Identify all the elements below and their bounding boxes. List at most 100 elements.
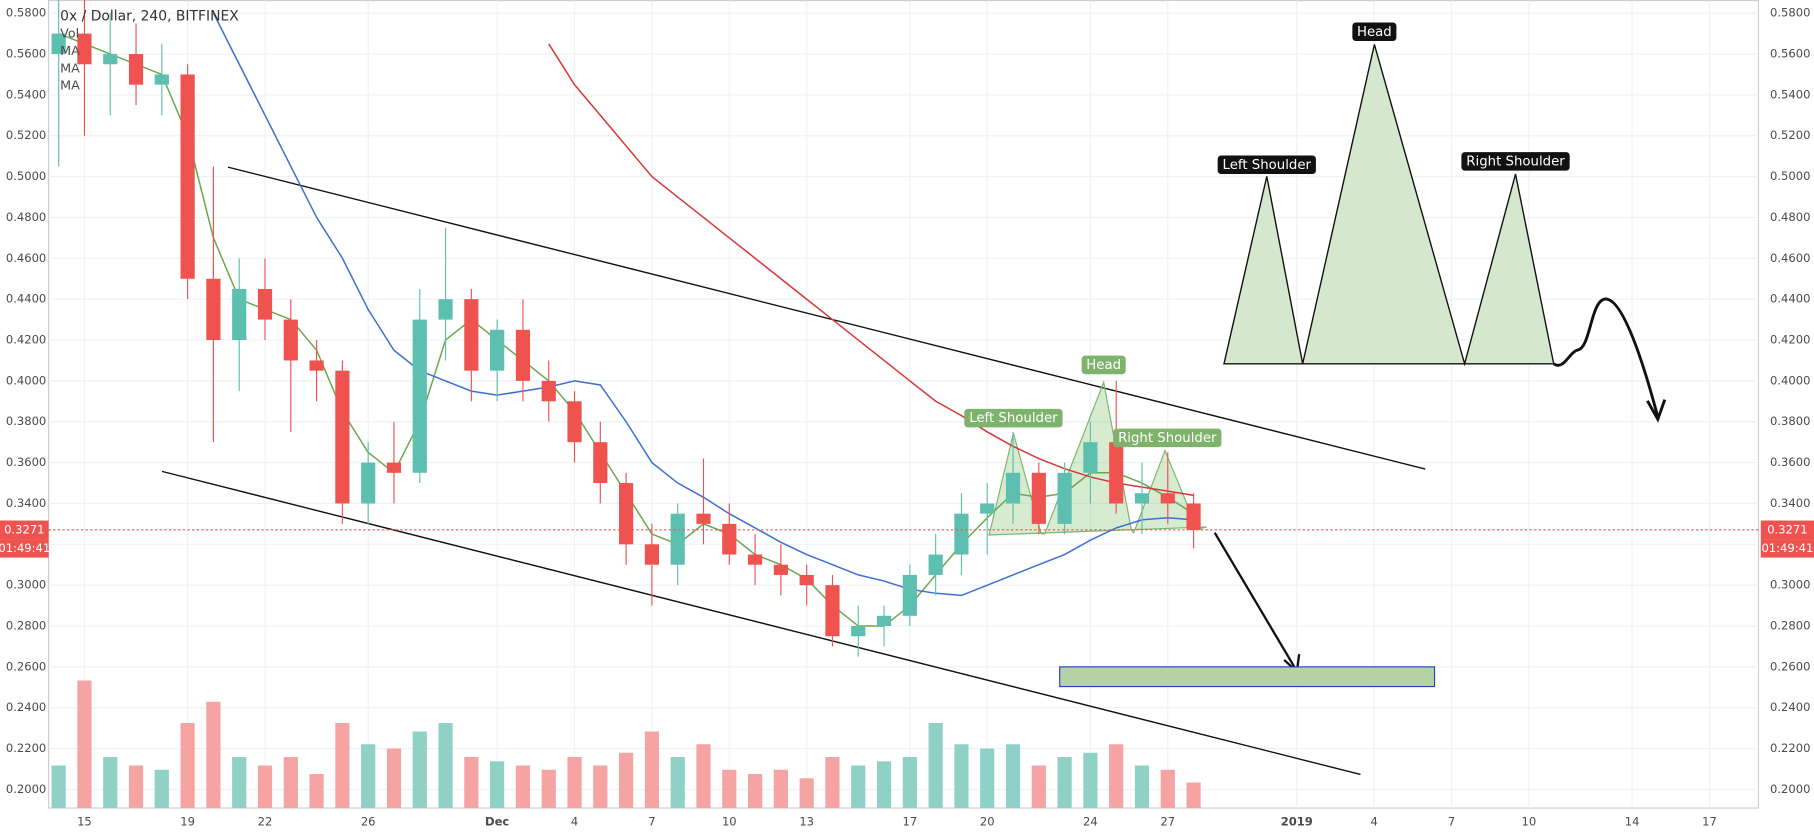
plot-border bbox=[48, 0, 1760, 809]
x-tick-label: 4 bbox=[571, 814, 578, 828]
candle-body bbox=[541, 380, 556, 402]
y-tick-label: 0.5600 bbox=[6, 47, 46, 61]
y-tick-label: 0.2200 bbox=[1770, 741, 1810, 755]
volume-bar bbox=[386, 748, 402, 809]
x-tick-label: 10 bbox=[1522, 814, 1537, 828]
volume-bar bbox=[619, 752, 634, 809]
candle-body bbox=[335, 370, 350, 504]
candle-body bbox=[1057, 472, 1072, 524]
annotation: Right Shoulder bbox=[1118, 431, 1217, 446]
y-tick-label: 0.3800 bbox=[6, 414, 46, 428]
volume-bar bbox=[438, 723, 453, 809]
volume-bar bbox=[1109, 744, 1124, 809]
volume-bar bbox=[799, 778, 814, 809]
annotation-box bbox=[1352, 22, 1397, 42]
volume-bar bbox=[490, 761, 505, 809]
y-tick-label: 0.2000 bbox=[1770, 782, 1810, 796]
volume-bar bbox=[103, 757, 118, 809]
volume-bar bbox=[670, 757, 685, 809]
volume-bar bbox=[1186, 782, 1201, 809]
y-tick-label: 0.4000 bbox=[6, 373, 46, 387]
volume-bar bbox=[1083, 752, 1098, 809]
y-tick-label: 0.5200 bbox=[1770, 128, 1810, 142]
x-tick-label: 17 bbox=[902, 814, 917, 828]
candle-body bbox=[851, 626, 866, 637]
annotation: Head bbox=[1086, 358, 1121, 373]
candle-body bbox=[670, 513, 685, 565]
candle-body bbox=[1134, 493, 1150, 504]
candle-body bbox=[257, 288, 273, 320]
candle-body bbox=[361, 462, 376, 504]
x-tick-label: 13 bbox=[799, 814, 814, 828]
channel-upper bbox=[227, 166, 1426, 470]
y-tick-label: 0.4400 bbox=[1770, 292, 1810, 306]
candle-body bbox=[154, 74, 169, 85]
y-tick-label: 0.5200 bbox=[6, 128, 46, 142]
candle-body bbox=[490, 329, 505, 371]
y-tick-label: 0.4600 bbox=[6, 251, 46, 265]
annotation: Left Shoulder bbox=[969, 411, 1058, 426]
candle-body bbox=[103, 54, 118, 65]
volume-bar bbox=[1057, 757, 1072, 809]
candle-body bbox=[696, 513, 711, 524]
volume-bar bbox=[876, 761, 892, 809]
candle-body bbox=[1083, 442, 1098, 473]
y-tick-label: 0.3000 bbox=[1770, 578, 1810, 592]
volume-bar bbox=[283, 757, 298, 809]
x-tick-label: 7 bbox=[1448, 814, 1455, 828]
y-tick-label: 0.4200 bbox=[6, 333, 46, 347]
y-tick-label: 0.5000 bbox=[6, 169, 46, 183]
candle-body bbox=[464, 299, 479, 371]
candle-body bbox=[309, 360, 324, 371]
candle-body bbox=[799, 574, 814, 586]
y-tick-label: 0.2000 bbox=[6, 782, 46, 796]
x-tick-label: 14 bbox=[1625, 814, 1640, 828]
candle-body bbox=[206, 278, 221, 341]
arrow-head bbox=[1646, 399, 1667, 423]
volume-bar bbox=[902, 757, 917, 809]
legend-item: MA bbox=[60, 78, 80, 93]
volume-bar bbox=[1005, 744, 1021, 809]
volume-bar bbox=[206, 701, 221, 809]
annotation: Head bbox=[1357, 25, 1392, 40]
countdown-tag bbox=[1760, 539, 1814, 558]
x-tick-label: 27 bbox=[1160, 814, 1175, 828]
candle-body bbox=[515, 329, 531, 381]
y-tick-label: 0.4200 bbox=[1770, 333, 1810, 347]
x-tick-label: 4 bbox=[1370, 814, 1377, 828]
y-tick-label: 0.4400 bbox=[6, 292, 46, 306]
volume-bar bbox=[644, 731, 660, 809]
volume-bar bbox=[335, 723, 350, 809]
y-tick-label: 0.2800 bbox=[1770, 619, 1810, 633]
candle-body bbox=[644, 544, 660, 565]
target-zone bbox=[1059, 666, 1436, 688]
x-tick-label: 15 bbox=[77, 814, 92, 828]
y-tick-label: 0.3600 bbox=[6, 455, 46, 469]
volume-bar bbox=[309, 774, 324, 809]
candle-body bbox=[1160, 493, 1175, 504]
y-tick-label: 0.3600 bbox=[1770, 455, 1810, 469]
candle-body bbox=[619, 483, 634, 545]
volume-bar bbox=[464, 757, 479, 809]
volume-bar bbox=[541, 769, 556, 809]
x-tick-label: 7 bbox=[648, 814, 655, 828]
candle-body bbox=[1186, 503, 1201, 531]
candle-body bbox=[232, 288, 247, 341]
y-tick-label: 0.2200 bbox=[6, 741, 46, 755]
candle-body bbox=[77, 33, 92, 65]
y-tick-label: 0.5400 bbox=[6, 87, 46, 101]
x-tick-label: 24 bbox=[1083, 814, 1098, 828]
volume-bar bbox=[51, 765, 66, 809]
countdown-label: 01:49:41 bbox=[0, 541, 50, 555]
candle-body bbox=[722, 523, 737, 555]
candle-body bbox=[876, 615, 892, 627]
x-tick-label: 17 bbox=[1702, 814, 1717, 828]
y-tick-label: 0.2400 bbox=[1770, 700, 1810, 714]
volume-bar bbox=[747, 774, 763, 809]
annotation-box bbox=[1217, 155, 1316, 175]
candle-body bbox=[593, 442, 608, 484]
moving-average bbox=[548, 43, 1194, 497]
volume-bar bbox=[567, 757, 582, 809]
candle-body bbox=[386, 462, 402, 473]
